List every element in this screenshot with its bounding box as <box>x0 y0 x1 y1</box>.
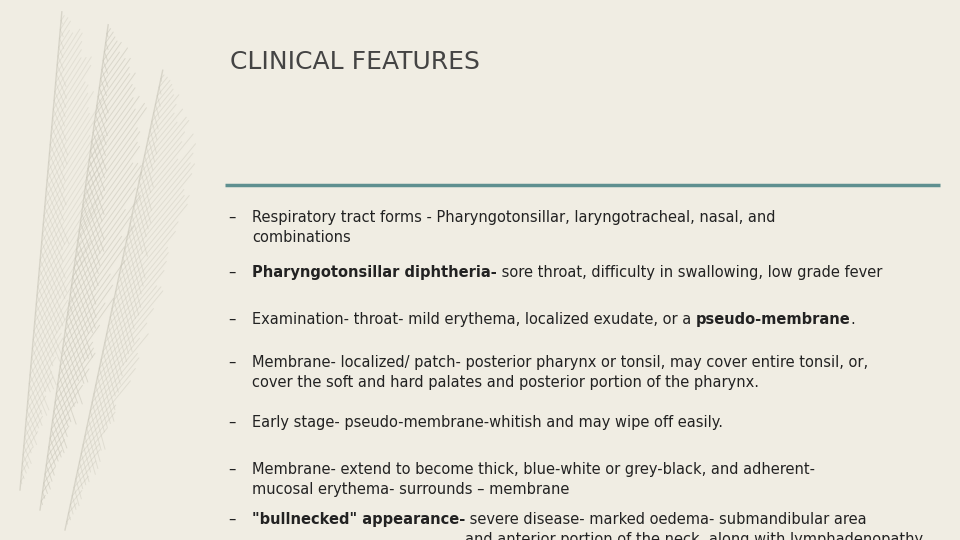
Text: CLINICAL FEATURES: CLINICAL FEATURES <box>230 50 480 74</box>
Text: –: – <box>228 265 235 280</box>
Text: Respiratory tract forms - Pharyngotonsillar, laryngotracheal, nasal, and
combina: Respiratory tract forms - Pharyngotonsil… <box>252 210 776 245</box>
Text: Early stage- pseudo-membrane-whitish and may wipe off easily.: Early stage- pseudo-membrane-whitish and… <box>252 415 723 430</box>
Text: –: – <box>228 462 235 477</box>
Text: .: . <box>851 312 855 327</box>
Text: Pharyngotonsillar diphtheria-: Pharyngotonsillar diphtheria- <box>252 265 496 280</box>
Text: "bullnecked" appearance-: "bullnecked" appearance- <box>252 512 466 527</box>
Text: –: – <box>228 512 235 527</box>
Text: sore throat, difficulty in swallowing, low grade fever: sore throat, difficulty in swallowing, l… <box>496 265 882 280</box>
Text: –: – <box>228 415 235 430</box>
Text: severe disease- marked oedema- submandibular area
and anterior portion of the ne: severe disease- marked oedema- submandib… <box>466 512 924 540</box>
Text: –: – <box>228 210 235 225</box>
Text: –: – <box>228 312 235 327</box>
Text: Membrane- extend to become thick, blue-white or grey-black, and adherent-
mucosa: Membrane- extend to become thick, blue-w… <box>252 462 815 497</box>
Text: Examination- throat- mild erythema, localized exudate, or a: Examination- throat- mild erythema, loca… <box>252 312 696 327</box>
Text: –: – <box>228 355 235 370</box>
Text: Membrane- localized/ patch- posterior pharynx or tonsil, may cover entire tonsil: Membrane- localized/ patch- posterior ph… <box>252 355 868 390</box>
Text: pseudo-membrane: pseudo-membrane <box>696 312 851 327</box>
